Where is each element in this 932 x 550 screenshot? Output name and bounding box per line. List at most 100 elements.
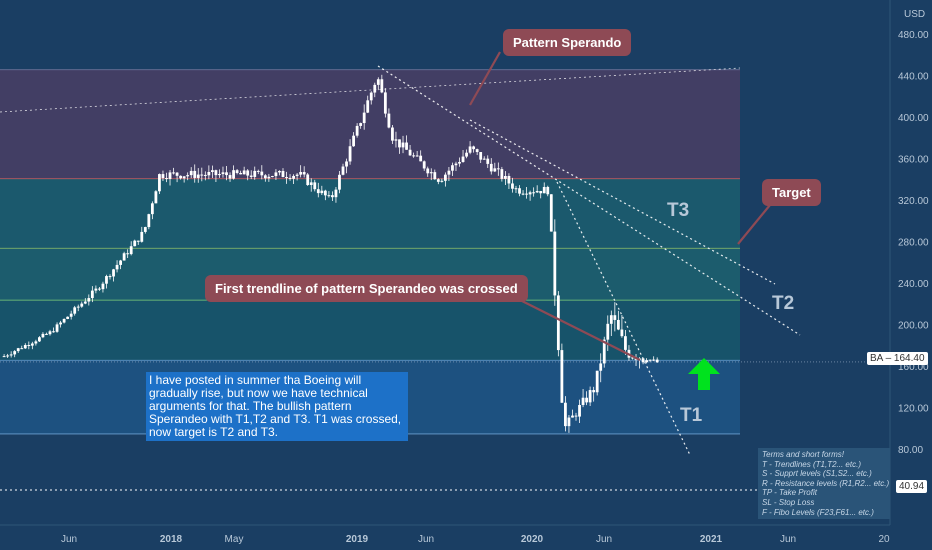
candle [122,251,126,261]
legend-line: TP - Take Profit [762,488,817,498]
candle [98,287,101,291]
candle-body [546,186,550,195]
candle [500,166,504,182]
legend-line: SL - Stop Loss [762,497,815,507]
candle-body [249,175,253,177]
candle-body [16,348,20,352]
candle-body [285,177,288,179]
candle-body [175,172,179,176]
candle-body [299,172,303,175]
candle-body [30,343,34,346]
candle-body [549,194,553,232]
candle [436,178,440,185]
candle-body [468,146,472,153]
candle [320,185,324,195]
candle [73,305,77,316]
candle [126,249,130,258]
candle-body [652,359,656,361]
candle [521,190,525,196]
candle [316,182,320,198]
candle [391,125,394,145]
candle-body [496,168,500,170]
candle [260,165,264,180]
candle-body [436,179,440,182]
candle [616,310,620,331]
candle [648,359,652,363]
price-zone [0,178,740,249]
candle-body [20,348,24,350]
candle [426,166,430,177]
candle-body [122,253,126,261]
candle [302,166,306,178]
candle-body [345,161,348,167]
candle-body [398,139,401,148]
candle-body [578,404,581,417]
candle-body [525,193,528,195]
candle-body [415,155,419,157]
time-axis: Jun 2018 May 2019 Jun 2020 Jun 2021 Jun 20 [0,524,932,550]
candle-body [493,168,497,172]
trend-lines [0,65,801,456]
candle [345,158,348,174]
candle [525,186,528,199]
candle-body [433,172,437,180]
candle [249,170,253,180]
candle-body [48,331,52,335]
candle-body [158,174,161,192]
candle-body [207,171,211,176]
candle [518,185,521,197]
candle [80,301,84,308]
candle-body [461,156,465,163]
annotation-overlay [469,51,771,390]
candle [433,169,437,180]
candle [278,170,281,176]
candle-body [592,390,596,393]
candle [475,148,479,156]
candle [539,190,543,199]
candle-body [362,112,366,124]
candle-body [620,329,624,337]
candle-body [112,269,115,277]
candle-body [147,214,151,228]
candle-body [242,170,246,175]
candle-body [581,397,585,405]
y-tick-label: 200.00 [898,321,929,332]
candle-body [80,303,84,307]
candle [511,177,514,193]
candle-body [165,178,168,180]
price-zones [0,69,740,434]
candle-body [479,152,483,160]
candle [532,187,536,197]
candle [274,169,278,181]
candle-body [331,195,334,198]
candle-body [34,341,38,344]
pattern-callout-pointer [469,51,501,106]
candle-body [263,175,267,179]
pattern-callout[interactable]: Pattern Sperando [503,29,632,56]
candle-body [376,79,380,85]
target-callout[interactable]: Target [762,179,821,206]
candle [422,160,426,171]
candle-body [359,123,363,126]
x-tick-label: 20 [878,534,890,545]
candle-body [514,188,518,190]
candle-body [408,149,412,156]
candle [299,165,303,178]
candle-body [13,351,17,355]
currency-label: USD [904,9,926,20]
candle [585,391,588,406]
crossed-callout[interactable]: First trendline of pattern Sperandeo was… [205,275,528,302]
candle [355,123,359,138]
candle [401,135,405,154]
candle [30,341,34,350]
candle [415,151,419,157]
candle-body [221,172,225,175]
candle [69,310,73,320]
candle [172,167,175,175]
candle [196,168,200,183]
candle-body [401,142,405,148]
candle-body [271,176,274,178]
price-zone [0,69,740,179]
legend-line: S - Supprt levels (S1,S2... etc.) [762,469,872,479]
